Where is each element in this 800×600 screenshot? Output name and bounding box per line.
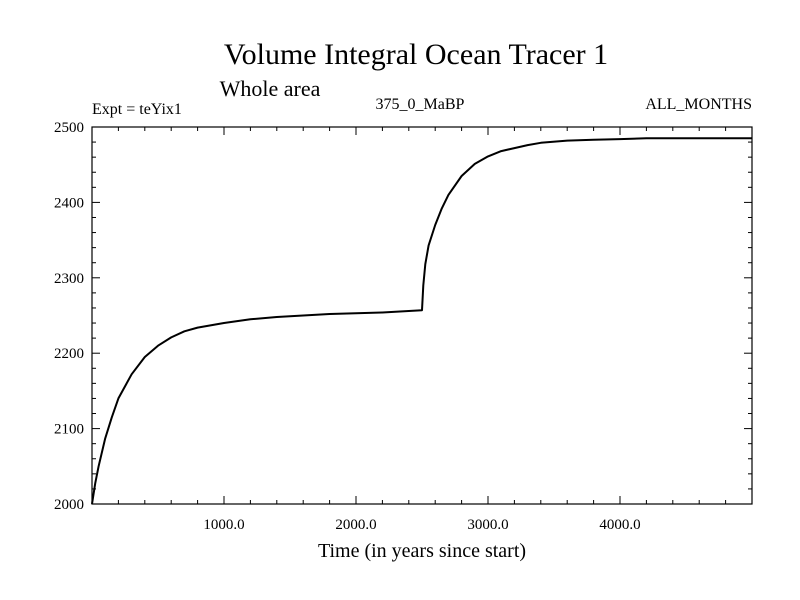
x-axis-label: Time (in years since start) [318, 540, 526, 562]
experiment-label: Expt = teYix1 [92, 101, 182, 118]
y-tick-label: 2400 [54, 195, 84, 211]
x-tick-label: 1000.0 [203, 517, 244, 533]
series-layer [91, 137, 752, 505]
y-tick-label: 2500 [54, 120, 84, 136]
months-label: ALL_MONTHS [645, 96, 752, 113]
y-tick-label: 2200 [54, 346, 84, 362]
chart-title: Volume Integral Ocean Tracer 1 [224, 38, 608, 71]
y-tick-label: 2100 [54, 422, 84, 438]
period-label: 375_0_MaBP [376, 96, 465, 113]
x-tick-label: 2000.0 [335, 517, 376, 533]
y-tick-label: 2000 [54, 497, 84, 513]
series-line [91, 137, 752, 505]
chart-subtitle: Whole area [220, 76, 321, 101]
x-tick-label: 4000.0 [599, 517, 640, 533]
y-tick-label: 2300 [54, 271, 84, 287]
axes: 1000.0 2000.0 3000.0 4000.0 2000 2100 2200 2300… [54, 120, 753, 533]
x-tick-label: 3000.0 [467, 517, 508, 533]
plot-frame [91, 126, 753, 505]
